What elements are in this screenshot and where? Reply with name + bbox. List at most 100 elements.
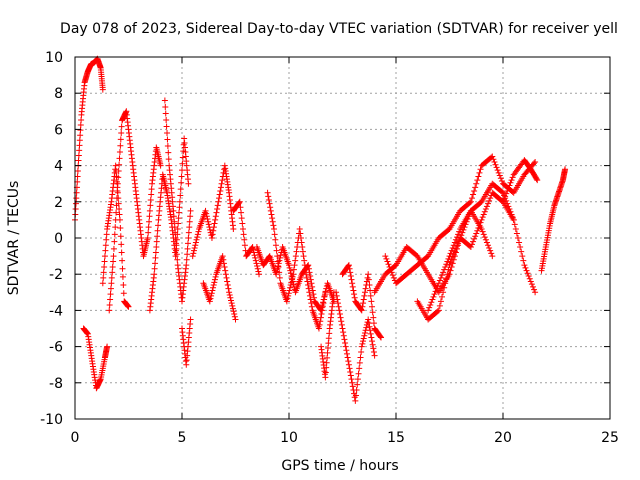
data-point — [450, 251, 457, 258]
data-point — [304, 263, 311, 270]
data-point — [189, 253, 196, 260]
data-point — [108, 280, 115, 287]
data-point — [529, 283, 536, 290]
data-point — [453, 243, 460, 250]
data-point — [342, 343, 349, 350]
data-point — [437, 298, 444, 305]
data-point — [455, 231, 462, 238]
data-point — [191, 244, 198, 251]
data-point — [152, 249, 159, 256]
data-point — [370, 314, 377, 321]
data-point — [254, 263, 261, 270]
data-point — [99, 280, 106, 287]
data-point — [190, 247, 197, 254]
data-point — [103, 236, 110, 243]
data-point — [478, 216, 485, 223]
data-point — [467, 244, 474, 251]
data-point — [219, 253, 226, 260]
data-point — [290, 271, 297, 278]
data-point — [514, 235, 521, 241]
data-point — [151, 271, 158, 278]
data-point — [345, 263, 352, 270]
data-point — [365, 320, 372, 327]
data-point — [298, 239, 305, 246]
data-point — [109, 269, 116, 276]
data-point — [340, 332, 347, 339]
series-trace-b — [80, 325, 111, 392]
data-point — [478, 225, 485, 232]
data-point — [343, 347, 350, 354]
data-point — [358, 307, 365, 314]
data-point — [491, 158, 498, 165]
data-point — [359, 340, 366, 347]
data-point — [290, 266, 297, 273]
data-point — [533, 175, 540, 182]
data-point — [359, 303, 366, 310]
data-point — [176, 209, 183, 216]
data-point — [276, 274, 283, 281]
data-point — [435, 280, 442, 287]
series-trace-i — [200, 253, 239, 323]
data-point — [498, 188, 505, 195]
data-point — [353, 387, 360, 394]
data-point — [482, 236, 489, 243]
data-point — [502, 193, 509, 200]
data-point — [106, 307, 113, 314]
data-point — [368, 298, 375, 305]
data-point — [358, 306, 365, 313]
data-point — [117, 233, 124, 240]
data-point — [117, 136, 124, 143]
y-tick-label: -4 — [49, 303, 63, 319]
x-tick-label: 25 — [601, 430, 619, 446]
data-point — [354, 376, 361, 383]
data-point — [273, 247, 280, 254]
data-point — [288, 279, 295, 286]
data-point — [173, 240, 180, 247]
data-point — [254, 265, 261, 272]
y-tick-label: 4 — [54, 159, 63, 175]
data-point — [230, 225, 237, 232]
data-point — [345, 358, 352, 365]
y-tick-label: 8 — [54, 86, 63, 102]
data-point — [177, 186, 184, 193]
data-point — [308, 280, 315, 287]
data-point — [286, 264, 293, 271]
data-point — [349, 280, 356, 287]
data-point — [305, 282, 312, 289]
data-point — [125, 303, 132, 310]
data-point — [319, 307, 326, 314]
data-point — [297, 235, 304, 241]
data-point — [267, 207, 274, 214]
series-trace-l — [264, 189, 329, 332]
data-point — [107, 296, 114, 303]
data-point — [355, 370, 362, 377]
data-point — [238, 209, 245, 216]
data-point — [101, 253, 108, 260]
data-point — [389, 272, 396, 279]
data-point — [486, 244, 493, 251]
data-point — [239, 220, 246, 227]
data-point — [229, 305, 236, 312]
data-point — [217, 184, 224, 191]
data-point — [450, 242, 457, 249]
data-point — [333, 289, 340, 296]
data-point — [216, 191, 223, 198]
data-point — [148, 191, 155, 198]
data-point — [72, 206, 79, 213]
data-point — [303, 274, 310, 281]
data-point — [178, 173, 185, 180]
data-point — [503, 190, 510, 197]
data-point — [365, 316, 372, 323]
data-point — [237, 204, 244, 211]
data-point — [73, 195, 80, 202]
data-point — [204, 215, 211, 222]
data-point — [371, 352, 378, 359]
data-point — [306, 269, 313, 276]
data-point — [445, 255, 452, 262]
data-point — [354, 381, 361, 388]
data-point — [440, 289, 447, 296]
data-point — [361, 292, 368, 299]
data-point — [108, 274, 115, 281]
